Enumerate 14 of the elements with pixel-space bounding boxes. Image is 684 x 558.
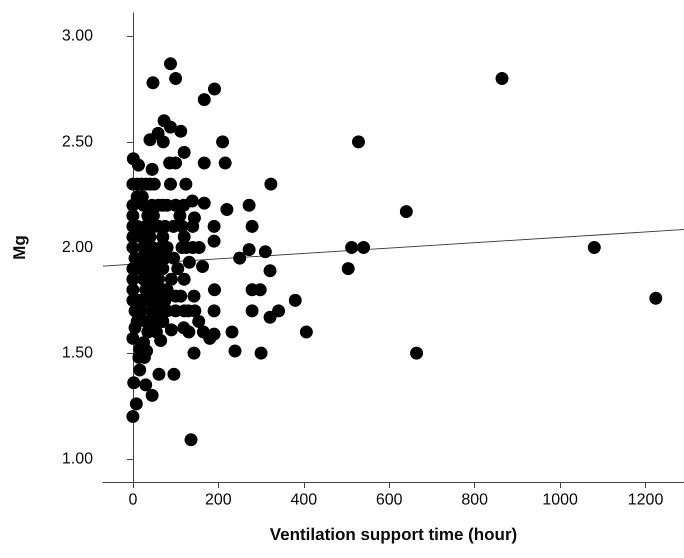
x-tick-label: 600 [376, 492, 403, 508]
y-tick-label: 1.50 [62, 344, 94, 362]
x-tick-label: 1200 [628, 492, 664, 508]
y-tick-label: 2.50 [62, 133, 94, 150]
x-tick-label: 0 [128, 492, 138, 508]
x-axis-title: Ventilation support time (hour) [270, 525, 518, 544]
x-tick-label: 1000 [542, 492, 578, 508]
y-axis-title: Mg [10, 235, 29, 260]
y-tick-label: 1.00 [62, 450, 94, 468]
x-tick-label: 800 [461, 492, 488, 508]
x-tick-label: 200 [204, 492, 232, 508]
x-tick-label: 400 [290, 492, 318, 508]
y-tick-label: 2.00 [62, 239, 94, 256]
y-tick-label: 3.00 [62, 28, 94, 45]
